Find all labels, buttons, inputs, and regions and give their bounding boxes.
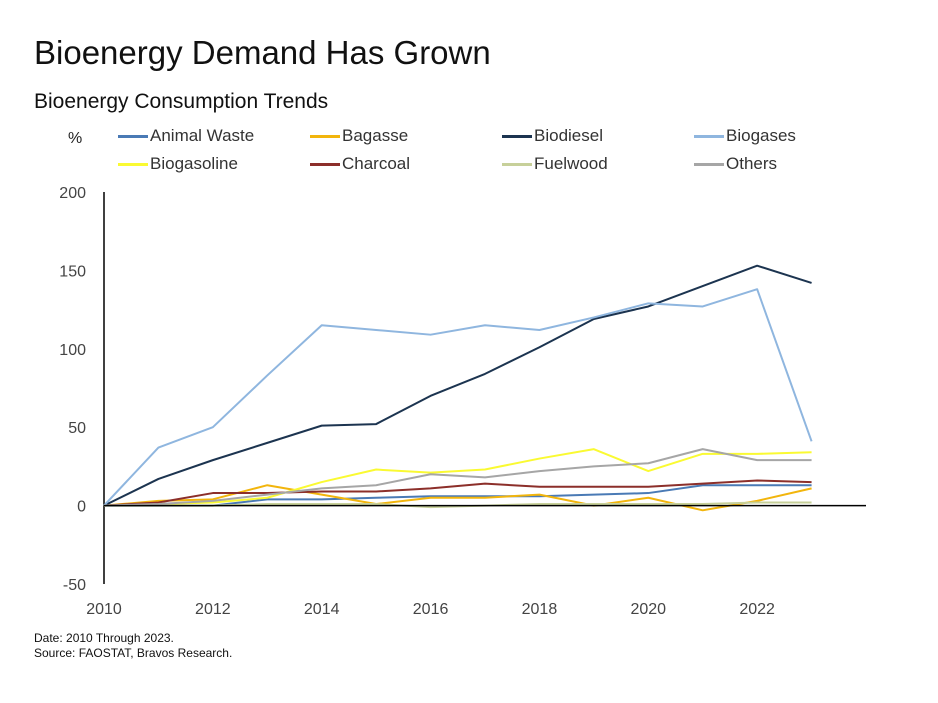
legend-swatch (502, 162, 532, 166)
x-tick-label: 2016 (413, 601, 449, 618)
legend-label: Charcoal (342, 154, 411, 173)
chart-subtitle: Bioenergy Consumption Trends (34, 90, 329, 113)
legend-label: Animal Waste (150, 126, 255, 145)
date-note: Date: 2010 Through 2023. (34, 631, 174, 645)
legend-item: Biodiesel (502, 126, 603, 146)
x-tick-label: 2018 (522, 601, 558, 618)
series-line-biogasoline (103, 448, 812, 507)
y-tick-label: -50 (63, 577, 86, 594)
y-tick-label: 200 (59, 185, 86, 202)
legend-swatch (310, 162, 340, 166)
y-tick-label: 150 (59, 263, 86, 280)
series-line-biogases (103, 288, 813, 507)
legend-swatch (694, 162, 724, 166)
x-tick-label: 2014 (304, 601, 340, 618)
x-tick-label: 2020 (630, 601, 666, 618)
legend-label: Biogasoline (150, 154, 238, 173)
footer-notes: Date: 2010 Through 2023. Source: FAOSTAT… (34, 631, 232, 661)
legend-item: Animal Waste (118, 126, 254, 146)
series-line-charcoal (103, 479, 812, 507)
y-axis-unit-label: % (68, 130, 83, 147)
legend-label: Fuelwood (534, 154, 608, 173)
series-line-bagasse (103, 484, 812, 512)
chart-legend: Animal Waste Bagasse Biodiesel Biogases Biog… (118, 126, 918, 186)
x-tick-label: 2010 (86, 601, 122, 618)
legend-item: Biogases (694, 126, 796, 146)
x-tick-label: 2022 (739, 601, 775, 618)
legend-item: Charcoal (310, 154, 410, 174)
legend-swatch (694, 134, 724, 138)
y-tick-label: 100 (59, 342, 86, 359)
legend-swatch (118, 134, 148, 138)
legend-item: Biogasoline (118, 154, 238, 174)
legend-swatch (502, 134, 532, 138)
y-tick-label: 0 (77, 499, 86, 516)
legend-item: Fuelwood (502, 154, 608, 174)
y-tick-label: 50 (68, 420, 86, 437)
legend-item: Bagasse (310, 126, 408, 146)
legend-label: Biogases (726, 126, 796, 145)
legend-label: Others (726, 154, 778, 173)
legend-swatch (118, 162, 148, 166)
legend-swatch (310, 134, 340, 138)
legend-label: Bagasse (342, 126, 409, 145)
series-line-others (103, 448, 812, 507)
x-tick-label: 2012 (195, 601, 231, 618)
series-line-biodiesel (103, 264, 812, 507)
legend-label: Biodiesel (534, 126, 603, 145)
source-note: Source: FAOSTAT, Bravos Research. (34, 646, 233, 660)
legend-item: Others (694, 154, 777, 174)
chart-title: Bioenergy Demand Has Grown (34, 34, 491, 71)
